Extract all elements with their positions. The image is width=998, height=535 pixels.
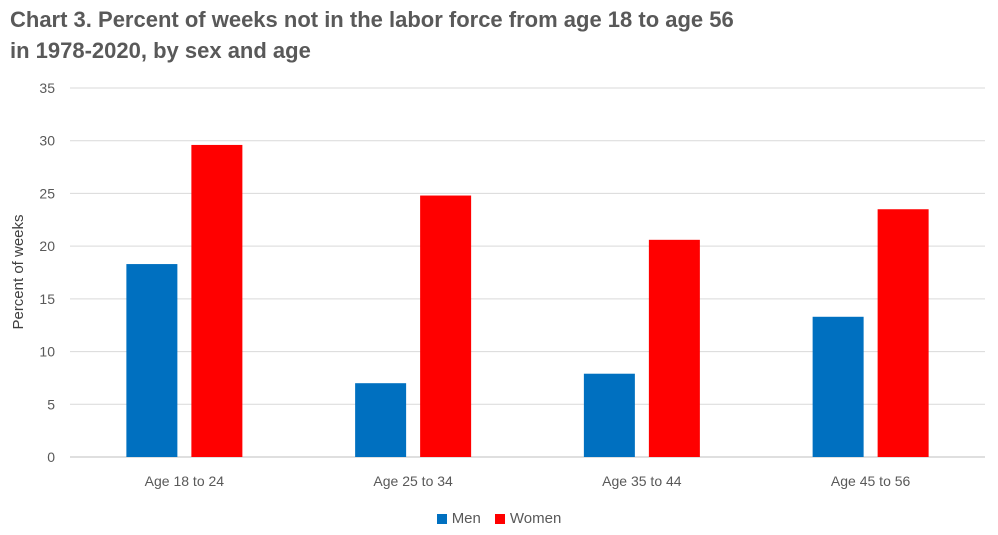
legend-item-women: Women — [494, 510, 562, 527]
chart-title-line-1: Chart 3. Percent of weeks not in the lab… — [10, 7, 734, 32]
y-tick-label: 35 — [39, 80, 55, 96]
chart-title-line-2: in 1978-2020, by sex and age — [10, 38, 311, 63]
y-tick-label: 20 — [39, 238, 55, 254]
y-tick-label: 5 — [47, 396, 55, 412]
bar-men-2 — [355, 383, 407, 457]
bar-women-1 — [191, 144, 243, 457]
legend-label-women: Women — [509, 510, 562, 527]
bars — [126, 144, 929, 457]
legend-label-men: Men — [451, 510, 481, 527]
x-tick-label: Age 25 to 34 — [373, 473, 453, 489]
y-tick-label: 0 — [47, 449, 55, 465]
legend-swatch-women — [494, 513, 505, 524]
x-tick-label: Age 35 to 44 — [602, 473, 682, 489]
x-axis-ticks: Age 18 to 24 Age 25 to 34 Age 35 to 44 Age … — [145, 473, 911, 489]
bar-men-3 — [583, 373, 635, 457]
y-tick-label: 30 — [39, 133, 55, 149]
y-axis-ticks: 0 5 10 15 20 25 30 35 — [39, 80, 55, 465]
x-tick-label: Age 18 to 24 — [145, 473, 225, 489]
bar-women-3 — [648, 239, 700, 457]
bar-women-4 — [877, 209, 929, 457]
legend: Men Women — [0, 510, 998, 527]
bar-women-2 — [420, 195, 472, 457]
y-axis-title: Percent of weeks — [10, 214, 27, 329]
y-tick-label: 15 — [39, 291, 55, 307]
bar-men-4 — [812, 316, 864, 457]
x-tick-label: Age 45 to 56 — [831, 473, 911, 489]
bar-men-1 — [126, 264, 178, 457]
chart-title: Chart 3. Percent of weeks not in the lab… — [10, 4, 970, 66]
legend-swatch-men — [436, 513, 447, 524]
y-tick-label: 10 — [39, 344, 55, 360]
y-tick-label: 25 — [39, 185, 55, 201]
legend-item-men: Men — [436, 510, 481, 527]
